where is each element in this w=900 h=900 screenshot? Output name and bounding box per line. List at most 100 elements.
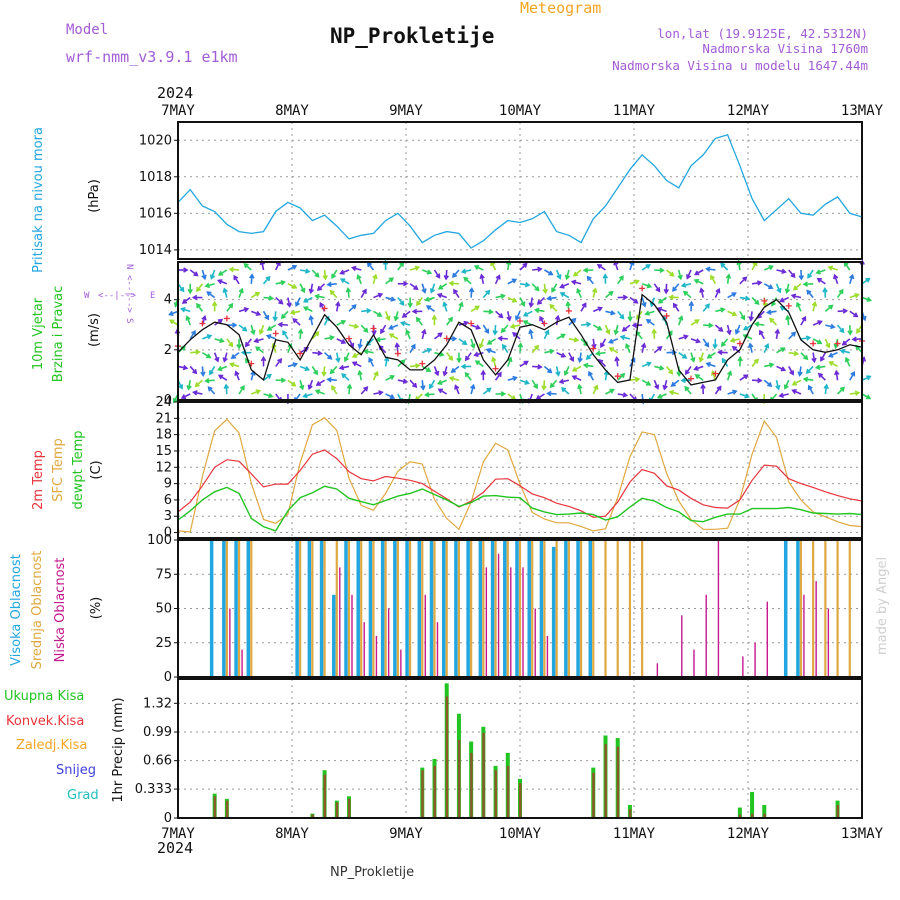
- convective-rain-bar: [348, 798, 351, 818]
- y-tick-label: 0: [164, 393, 172, 408]
- y-tick-label: 0.99: [143, 725, 172, 740]
- temp-label-3: dewpt Temp: [71, 430, 86, 509]
- meteogram-label: Meteogram: [520, 0, 601, 17]
- mid-cloud-bar: [457, 540, 461, 677]
- mid-cloud-bar: [396, 540, 399, 677]
- mid-cloud-bar: [641, 540, 644, 677]
- gust-marker: [590, 345, 597, 352]
- convective-rain-bar: [335, 802, 339, 818]
- convective-rain-bar: [506, 765, 510, 818]
- gust-marker: [517, 317, 523, 324]
- high-cloud-bar: [515, 540, 519, 677]
- pressure-label: Pritisak na nivou mora: [31, 127, 46, 273]
- pressure-panel: 1014 1016 1018 1020: [139, 121, 863, 260]
- mid-cloud-bar: [360, 540, 363, 677]
- x-tick-bottom: 11MAY: [613, 826, 656, 842]
- high-cloud-bar: [295, 540, 299, 677]
- x-tick-top: 10MAY: [499, 103, 542, 119]
- gust-marker: [346, 335, 352, 342]
- temp-label-2: SFC Temp: [51, 438, 66, 502]
- low-cloud-bar: [400, 649, 402, 677]
- panel-frame: [177, 121, 863, 260]
- y-tick-label: 15: [155, 444, 172, 459]
- low-cloud-bar: [766, 601, 768, 677]
- mid-cloud-bar: [543, 540, 546, 677]
- convective-rain-bar: [738, 814, 742, 818]
- mid-cloud-bar: [824, 540, 827, 677]
- y-tick-label: 0: [164, 526, 172, 541]
- grid: 1014 1016 1018 1020: [139, 122, 862, 259]
- wind-speed-line: [177, 293, 863, 386]
- y-tick-label: 12: [155, 460, 172, 475]
- cloud-label-2: Srednja Oblacnost: [30, 551, 45, 670]
- wind-compass: W <--|--> E N <--|--> S: [84, 264, 155, 323]
- svg-text:<--|-->: <--|-->: [98, 291, 137, 301]
- convective-rain-bar: [628, 809, 632, 818]
- legend-grad: Grad: [67, 788, 99, 803]
- y-tick-label: 2: [164, 343, 172, 358]
- y-tick-label: 1.32: [143, 696, 172, 711]
- mid-cloud-bar: [555, 540, 558, 677]
- legend-snijeg: Snijeg: [56, 763, 96, 778]
- mid-cloud-bar: [506, 540, 509, 677]
- mid-cloud-bar: [237, 540, 241, 677]
- high-cloud-bar: [783, 540, 788, 677]
- mid-cloud-bar: [567, 540, 570, 677]
- gust-marker: [223, 315, 230, 322]
- high-cloud-bar: [441, 540, 446, 677]
- dewpt-temp-line: [177, 485, 863, 532]
- high-cloud-bar: [417, 540, 422, 677]
- low-cloud-bar: [497, 553, 500, 677]
- high-cloud-bar: [332, 594, 336, 677]
- svg-text:E: E: [150, 291, 155, 301]
- mid-cloud-bar: [836, 540, 839, 677]
- x-tick-top: 8MAY: [275, 103, 309, 119]
- mid-cloud-bar: [421, 540, 424, 677]
- mid-cloud-bar: [299, 540, 302, 677]
- low-cloud-bar: [339, 567, 341, 677]
- low-cloud-bar: [387, 608, 390, 677]
- page-title: NP_Prokletije: [330, 24, 494, 48]
- credit-text: made by Angel: [875, 557, 890, 655]
- wind-label-2: Brzina i Pravac: [51, 286, 66, 383]
- low-cloud-bar: [351, 594, 353, 677]
- low-cloud-bar: [827, 608, 830, 677]
- high-cloud-bar: [576, 540, 580, 677]
- x-tick-bottom: 13MAY: [841, 826, 884, 842]
- low-cloud-bar: [742, 656, 744, 677]
- high-cloud-bar: [356, 540, 360, 677]
- y-tick-label: 0.333: [135, 782, 172, 797]
- gust-marker: [541, 320, 548, 327]
- high-cloud-bar: [588, 540, 593, 677]
- mid-cloud-bar: [311, 540, 314, 677]
- mid-cloud-bar: [323, 540, 326, 677]
- cloud-label-1: Visoka Oblacnost: [9, 554, 24, 666]
- panel-frame: [177, 261, 863, 401]
- y-tick-label: 0.66: [143, 754, 172, 769]
- mid-cloud-bar: [335, 540, 338, 677]
- gust-marker: [712, 370, 719, 377]
- gust-marker: [761, 297, 768, 304]
- svg-text:<--|-->: <--|-->: [124, 275, 134, 314]
- model-label: Model: [66, 22, 108, 38]
- low-cloud-bar: [803, 594, 805, 677]
- mid-cloud-bar: [799, 540, 803, 677]
- x-tick-top: 7MAY: [161, 103, 195, 119]
- mid-cloud-bar: [518, 540, 522, 677]
- y-tick-label: 100: [147, 533, 172, 548]
- mid-cloud-bar: [482, 540, 485, 677]
- svg-text:S: S: [124, 318, 134, 323]
- y-tick-label: 1020: [139, 133, 172, 148]
- high-cloud-bar: [405, 540, 409, 677]
- mid-cloud-bar: [445, 540, 448, 677]
- convective-rain-bar: [751, 813, 754, 818]
- high-cloud-bar: [490, 540, 495, 677]
- y-tick-label: 21: [155, 411, 172, 426]
- low-cloud-bar: [424, 594, 426, 677]
- gust-marker: [785, 302, 792, 309]
- year-label-bottom: 2024: [157, 839, 193, 857]
- mid-cloud-bar: [848, 540, 851, 677]
- x-tick-bottom: 7MAY: [161, 826, 195, 842]
